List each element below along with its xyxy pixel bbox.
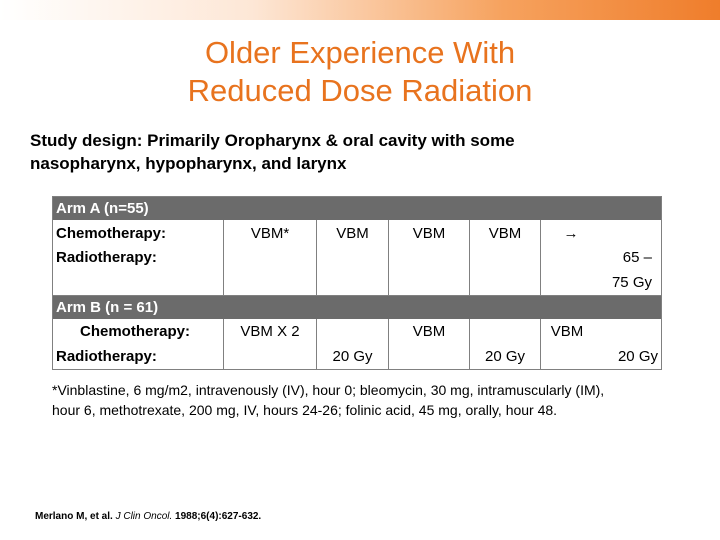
footnote: *Vinblastine, 6 mg/m2, intravenously (IV… xyxy=(52,380,692,420)
arm-a-radio-label: Radiotherapy: xyxy=(56,249,157,266)
arm-b-chemo-cell: VBM xyxy=(412,323,446,340)
arm-a-col-line xyxy=(388,220,389,295)
arm-b-col-line xyxy=(540,319,541,369)
study-design-line-1: Study design: Primarily Oropharynx & ora… xyxy=(30,131,515,150)
footnote-line-1: *Vinblastine, 6 mg/m2, intravenously (IV… xyxy=(52,382,605,398)
arm-b-label: Arm B (n = 61) xyxy=(56,299,159,316)
treatment-table: Arm A (n=55) Chemotherapy: Radiotherapy:… xyxy=(52,196,662,370)
study-design-line-2: nasopharynx, hypopharynx, and larynx xyxy=(30,154,347,173)
arm-a-chemo-label: Chemotherapy: xyxy=(56,225,167,242)
arm-b-col-line xyxy=(469,319,470,369)
title-line-1: Older Experience With xyxy=(204,35,516,70)
citation-authors: Merlano M, et al. xyxy=(35,511,113,522)
footnote-line-2: hour 6, methotrexate, 200 mg, IV, hours … xyxy=(52,402,558,418)
arm-a-chemo-cell: VBM xyxy=(488,225,522,242)
arm-b-radio-cell: 20 Gy xyxy=(484,348,526,365)
arm-divider-line xyxy=(52,295,662,296)
citation: Merlano M, et al. J Clin Oncol. 1988;6(4… xyxy=(35,511,261,522)
arm-a-chemo-cell: VBM xyxy=(336,225,369,242)
arm-a-col-line xyxy=(316,220,317,295)
arm-a-label: Arm A (n=55) xyxy=(56,200,149,217)
arm-a-radio-dose-line-2: 75 Gy xyxy=(611,274,652,291)
arm-a-chemo-arrow: → xyxy=(563,225,579,242)
arm-b-chemo-cell: VBM X 2 xyxy=(240,323,300,340)
study-design-text: Study design: Primarily Oropharynx & ora… xyxy=(30,129,690,175)
arm-b-chemo-cell: VBM xyxy=(550,323,584,340)
arm-b-radio-cell: 20 Gy xyxy=(332,348,373,365)
arm-b-col-line xyxy=(388,319,389,369)
arm-b-chemo-label: Chemotherapy: xyxy=(80,323,191,340)
citation-details: 1988;6(4):627-632. xyxy=(175,511,262,522)
arm-a-header-band xyxy=(52,196,662,220)
arm-b-col-line xyxy=(223,319,224,369)
arm-b-col-line xyxy=(316,319,317,369)
arm-a-col-line xyxy=(223,220,224,295)
citation-journal: J Clin Oncol. xyxy=(115,511,173,522)
slide-title: Older Experience With Reduced Dose Radia… xyxy=(0,34,720,110)
arm-a-col-line xyxy=(469,220,470,295)
title-line-2: Reduced Dose Radiation xyxy=(187,73,533,108)
arm-b-radio-cell: 20 Gy xyxy=(617,348,658,365)
arm-a-col-line xyxy=(540,220,541,295)
arm-b-header-band xyxy=(52,295,662,319)
arm-a-radio-dose-line-1: 65 – xyxy=(622,249,652,266)
arm-a-chemo-cell: VBM xyxy=(412,225,446,242)
table-outline xyxy=(52,196,662,370)
top-decorative-band xyxy=(0,0,720,20)
arm-b-radio-label: Radiotherapy: xyxy=(56,348,157,365)
arm-a-chemo-cell: VBM* xyxy=(250,225,290,242)
